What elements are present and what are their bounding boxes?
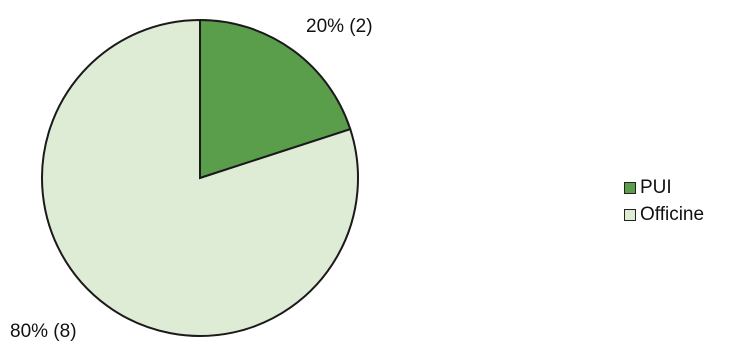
chart-legend: PUI Officine <box>624 174 704 228</box>
slice-label-pui: 20% (2) <box>306 16 373 37</box>
legend-label-pui: PUI <box>640 176 672 198</box>
pie-slices <box>41 18 359 337</box>
legend-item-pui: PUI <box>624 174 704 201</box>
pie-slice-officine <box>41 18 359 337</box>
legend-swatch-pui <box>624 181 636 194</box>
pie-slice-pui <box>199 18 352 180</box>
legend-item-officine: Officine <box>624 201 704 228</box>
slice-label-officine: 80% (8) <box>10 321 77 342</box>
legend-label-officine: Officine <box>640 203 705 225</box>
legend-swatch-officine <box>624 208 636 221</box>
